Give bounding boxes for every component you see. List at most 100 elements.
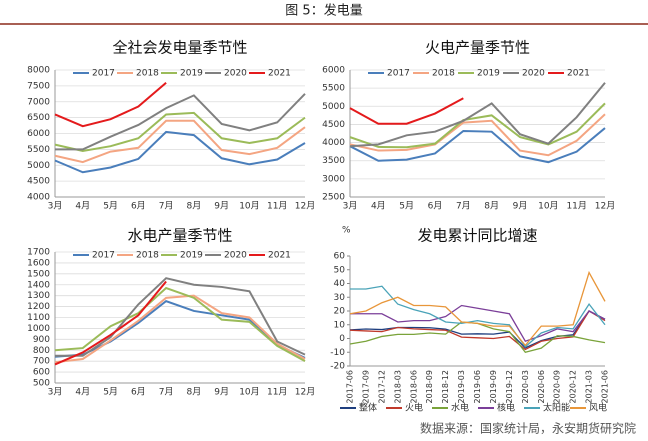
legend-label: 2019 xyxy=(180,69,203,79)
legend-label: 2018 xyxy=(136,251,159,261)
y-tick-label: 8000 xyxy=(27,66,50,76)
x-tick-label: 2021-06 xyxy=(601,370,610,403)
series-line xyxy=(349,310,606,351)
source-note: 数据来源：国家统计局，永安期货研究院 xyxy=(420,421,636,436)
chart-title: 水电产量季节性 xyxy=(127,227,232,245)
x-tick-label: 2018-06 xyxy=(409,370,418,403)
series-line xyxy=(350,285,606,348)
x-tick-label: 4月 xyxy=(371,201,386,212)
legend-label: 整体 xyxy=(359,402,377,414)
x-tick-label: 11月 xyxy=(267,201,287,212)
x-tick-label: 9月 xyxy=(214,387,229,398)
x-tick-label: 8月 xyxy=(187,387,202,398)
y-tick-label: 1200 xyxy=(27,302,50,312)
x-tick-label: 3月 xyxy=(48,201,63,212)
series-line xyxy=(55,277,306,357)
y-tick-label: 1600 xyxy=(27,258,50,268)
series-line xyxy=(349,82,606,148)
x-tick-label: 5月 xyxy=(103,387,118,398)
series-line xyxy=(349,127,606,164)
y-tick-label: 4500 xyxy=(27,177,50,187)
y-tick-label: 3500 xyxy=(322,156,345,166)
x-tick-label: 10月 xyxy=(538,201,558,212)
legend-label: 核电 xyxy=(497,402,515,414)
x-tick-label: 12月 xyxy=(295,387,315,398)
y-tick-label: -10 xyxy=(330,348,345,358)
y-tick-label: 50 xyxy=(334,265,346,275)
x-tick-label: 2019-06 xyxy=(473,370,482,403)
legend-label: 2018 xyxy=(432,69,455,79)
x-tick-label: 3月 xyxy=(48,387,63,398)
y-tick-label: 60 xyxy=(334,252,346,262)
chart-title: 全社会发电量季节性 xyxy=(112,39,247,57)
y-tick-label: 900 xyxy=(33,335,50,345)
y-tick-label: 5500 xyxy=(27,145,50,155)
y-tick-label: 1000 xyxy=(27,324,50,334)
y-tick-label: 4000 xyxy=(322,138,345,148)
x-tick-label: 2018-03 xyxy=(393,370,402,403)
series-line xyxy=(349,113,606,157)
y-tick-label: 700 xyxy=(33,357,50,367)
x-tick-label: 7月 xyxy=(159,387,174,398)
series-line xyxy=(54,81,167,128)
chart-title: 火电产量季节性 xyxy=(425,39,530,57)
x-tick-label: 2020-09 xyxy=(553,370,562,403)
y-tick-label: 40 xyxy=(334,279,346,289)
series-line xyxy=(54,111,306,152)
series-line xyxy=(54,280,167,366)
x-tick-label: 8月 xyxy=(484,201,499,212)
legend-label: 2017 xyxy=(92,251,115,261)
legend-label: 2021 xyxy=(567,69,590,79)
y-axis-label: % xyxy=(342,226,351,236)
y-tick-label: 7500 xyxy=(27,81,50,91)
x-tick-label: 2018-09 xyxy=(425,370,434,403)
series-line xyxy=(55,93,306,151)
legend-label: 2020 xyxy=(522,69,545,79)
x-tick-label: 2020-03 xyxy=(521,370,530,403)
y-tick-label: 30 xyxy=(334,293,346,303)
x-tick-label: 2021-03 xyxy=(585,370,594,403)
x-tick-label: 4月 xyxy=(75,387,90,398)
x-tick-label: 6月 xyxy=(131,201,146,212)
legend-label: 2017 xyxy=(92,69,115,79)
x-tick-label: 2017-12 xyxy=(377,370,386,403)
legend-label: 太阳能 xyxy=(543,402,570,414)
y-tick-label: 1500 xyxy=(27,269,50,279)
x-tick-label: 6月 xyxy=(131,387,146,398)
x-tick-label: 6月 xyxy=(428,201,443,212)
y-tick-label: 20 xyxy=(334,307,346,317)
legend-label: 2019 xyxy=(180,251,203,261)
series-line xyxy=(54,130,306,174)
legend-label: 2018 xyxy=(136,69,159,79)
y-tick-label: 4000 xyxy=(27,193,50,203)
x-tick-label: 2018-12 xyxy=(441,370,450,403)
x-tick-label: 8月 xyxy=(187,201,202,212)
y-tick-label: 6000 xyxy=(27,129,50,139)
figure-header: 图 5：发电量 xyxy=(285,3,362,19)
legend-label: 2017 xyxy=(387,69,410,79)
y-tick-label: 6000 xyxy=(322,66,345,76)
x-tick-label: 9月 xyxy=(513,201,528,212)
chart-title: 发电累计同比增速 xyxy=(417,227,537,245)
series-line xyxy=(54,286,306,363)
y-tick-label: 3000 xyxy=(322,174,345,184)
y-tick-label: -20 xyxy=(330,362,345,372)
y-tick-label: 1700 xyxy=(27,248,50,258)
series-line xyxy=(54,294,306,364)
x-tick-label: 7月 xyxy=(159,201,174,212)
legend-label: 水电 xyxy=(451,402,469,414)
x-tick-label: 2019-12 xyxy=(505,370,514,403)
y-tick-label: 600 xyxy=(33,368,50,378)
x-tick-label: 2017-09 xyxy=(361,370,370,403)
legend-label: 2019 xyxy=(477,69,500,79)
x-tick-label: 11月 xyxy=(566,201,586,212)
x-tick-label: 2019-03 xyxy=(457,370,466,403)
y-tick-label: 7000 xyxy=(27,97,50,107)
y-tick-label: 1400 xyxy=(27,280,50,290)
series-line xyxy=(349,97,464,125)
x-tick-label: 3月 xyxy=(343,201,358,212)
series-line xyxy=(350,304,606,343)
x-tick-label: 10月 xyxy=(239,201,259,212)
x-tick-label: 2020-06 xyxy=(537,370,546,403)
